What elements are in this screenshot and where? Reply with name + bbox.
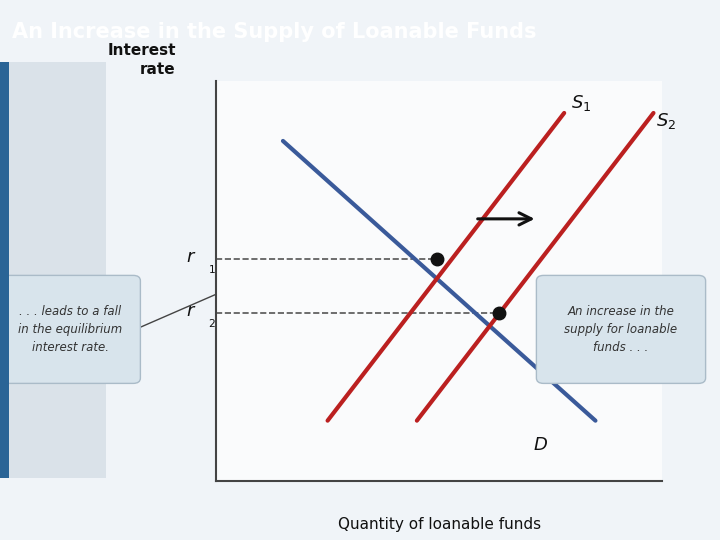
Text: Quantity of loanable funds: Quantity of loanable funds (338, 517, 541, 531)
Text: $r$: $r$ (186, 302, 196, 320)
Text: $_2$: $_2$ (208, 315, 216, 330)
Text: An Increase in the Supply of Loanable Funds: An Increase in the Supply of Loanable Fu… (12, 22, 536, 42)
Text: Interest
rate: Interest rate (107, 43, 176, 77)
Text: An increase in the
supply for loanable
funds . . .: An increase in the supply for loanable f… (564, 305, 678, 354)
Text: $D$: $D$ (533, 436, 548, 454)
Text: $S_2$: $S_2$ (656, 111, 676, 131)
Text: $S_1$: $S_1$ (571, 93, 591, 113)
Text: $r$: $r$ (186, 248, 196, 266)
Text: . . . leads to a fall
in the equilibrium
interest rate.: . . . leads to a fall in the equilibrium… (19, 305, 122, 354)
Text: $_1$: $_1$ (208, 261, 216, 276)
